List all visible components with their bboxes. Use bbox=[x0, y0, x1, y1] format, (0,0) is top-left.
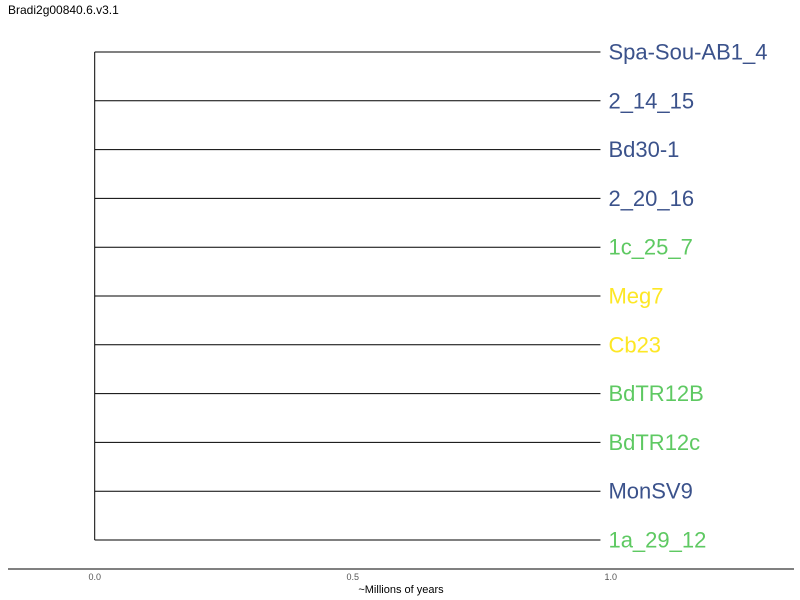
leaf-label: BdTR12c bbox=[608, 430, 700, 455]
axis-label: ~Millions of years bbox=[358, 584, 444, 596]
branches-group bbox=[94, 51, 601, 541]
leaf-label: Meg7 bbox=[608, 284, 663, 309]
axis-tick-label: 0.0 bbox=[88, 572, 101, 582]
leaf-label: 1a_29_12 bbox=[608, 528, 706, 553]
leaf-label: 1c_25_7 bbox=[608, 235, 692, 260]
leaf-label: MonSV9 bbox=[608, 479, 692, 504]
leaf-label: BdTR12B bbox=[608, 381, 703, 406]
axis-ticks-group: 0.0 0.5 1.0 bbox=[88, 572, 617, 582]
time-axis: 0.0 0.5 1.0 ~Millions of years bbox=[8, 568, 794, 596]
leaf-labels-group: Spa-Sou-AB1_4 2_14_15 Bd30-1 2_20_16 1c_25_7… bbox=[608, 40, 767, 553]
leaf-label: 2_20_16 bbox=[608, 186, 694, 211]
leaf-label: Cb23 bbox=[608, 332, 661, 357]
leaf-label: Bd30-1 bbox=[608, 137, 679, 162]
axis-tick-label: 0.5 bbox=[346, 572, 359, 582]
leaf-label: Spa-Sou-AB1_4 bbox=[608, 40, 767, 65]
leaf-label: 2_14_15 bbox=[608, 88, 694, 113]
axis-tick-label: 1.0 bbox=[605, 572, 618, 582]
page-title: Bradi2g00840.6.v3.1 bbox=[8, 3, 119, 17]
